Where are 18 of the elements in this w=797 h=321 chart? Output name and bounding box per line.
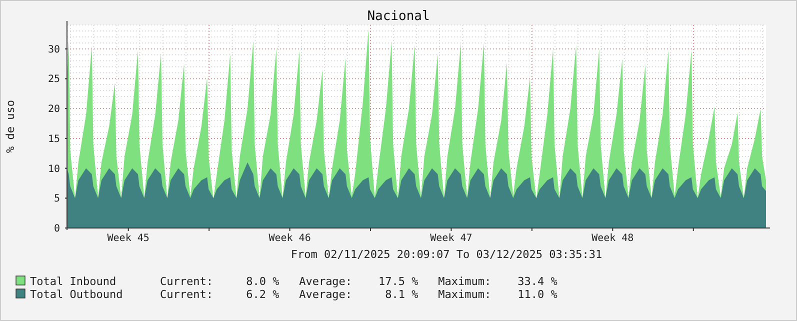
legend-label: Total Outbound xyxy=(30,288,123,301)
x-tick-label: Week 48 xyxy=(592,233,634,244)
text: Current: 6.2 % Average: 8.1 % Maximum: 11.0 % xyxy=(160,288,558,301)
text: From 02/11/2025 20:09:07 To 03/12/2025 03:35:31 xyxy=(290,248,602,261)
y-tick-label: 15 xyxy=(48,134,60,145)
chart-title: Nacional xyxy=(367,9,430,24)
x-tick-label: Week 46 xyxy=(268,233,311,244)
legend-label: Total Inbound xyxy=(30,275,116,288)
y-tick-label: 10 xyxy=(48,164,60,175)
y-tick-label: 20 xyxy=(48,104,60,116)
y-tick-label: 25 xyxy=(48,74,60,86)
x-tick-label: Week 45 xyxy=(107,233,150,244)
y-tick-label: 30 xyxy=(48,44,60,56)
y-axis-title: % de uso xyxy=(4,100,17,153)
y-tick-label: 0 xyxy=(54,224,60,234)
y-tick-label: 5 xyxy=(54,194,60,205)
text: Current: 8.0 % Average: 17.5 % Maximum: 33.4 % xyxy=(160,275,558,288)
x-tick-label: Week 47 xyxy=(430,233,472,244)
